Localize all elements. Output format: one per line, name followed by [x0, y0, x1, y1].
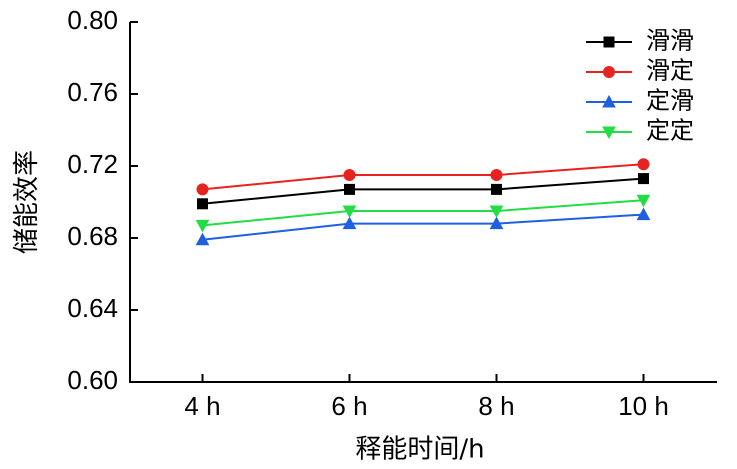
x-tick-label: 4 h: [184, 391, 220, 421]
x-tick-label: 6 h: [331, 391, 367, 421]
data-point: [637, 158, 650, 171]
legend-marker: [602, 126, 616, 140]
data-point: [490, 169, 503, 181]
data-point: [197, 198, 208, 210]
legend-label: 定定: [646, 117, 694, 145]
x-tick-label: 10 h: [618, 391, 669, 421]
y-tick-label: 0.68: [67, 221, 118, 251]
data-point: [343, 169, 356, 181]
y-tick-label: 0.76: [67, 77, 118, 107]
data-point: [196, 183, 209, 196]
data-point: [489, 216, 504, 230]
x-axis-label: 释能时间/h: [355, 435, 484, 465]
series-line: [202, 163, 644, 191]
legend-label: 滑定: [646, 57, 694, 85]
data-point: [636, 207, 651, 221]
y-tick-label: 0.80: [67, 5, 118, 35]
legend-label: 滑滑: [646, 27, 694, 55]
series-line: [202, 177, 644, 205]
data-point: [342, 205, 357, 219]
y-tick-label: 0.72: [67, 149, 118, 179]
data-point: [489, 205, 504, 219]
y-tick-label: 0.64: [67, 293, 118, 323]
data-point: [638, 173, 649, 185]
data-point: [342, 216, 357, 230]
legend-marker: [602, 94, 616, 108]
series-line: [202, 213, 644, 241]
data-point: [195, 232, 210, 246]
data-point: [491, 183, 502, 195]
y-tick-label: 0.60: [67, 365, 118, 395]
legend-marker: [603, 66, 615, 78]
data-point: [195, 219, 210, 233]
data-point: [636, 194, 651, 208]
series-line: [202, 199, 644, 227]
legend-marker: [603, 36, 615, 48]
data-point: [344, 183, 355, 195]
y-axis-label: 储能效率: [12, 150, 42, 254]
legend-label: 定滑: [646, 87, 694, 115]
x-tick-label: 8 h: [478, 391, 514, 421]
